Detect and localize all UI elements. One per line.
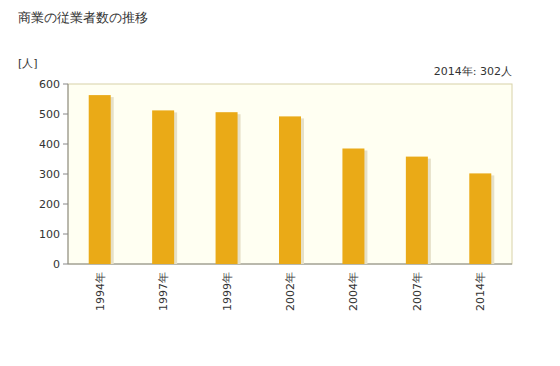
y-axis-label: [人] — [18, 57, 38, 70]
y-tick — [63, 204, 68, 205]
bar — [216, 112, 238, 264]
plot-area — [68, 84, 512, 264]
annotation: 2014年: 302人 — [434, 65, 512, 78]
y-tick — [63, 234, 68, 235]
y-tick-label: 200 — [39, 198, 60, 211]
bar — [279, 116, 301, 264]
x-tick-label: 2002年 — [284, 272, 297, 311]
bar — [469, 173, 491, 264]
y-tick — [63, 144, 68, 145]
y-tick — [63, 264, 68, 265]
y-tick-label: 300 — [39, 168, 60, 181]
x-tick-label: 2014年 — [474, 272, 487, 311]
y-tick-label: 0 — [53, 258, 60, 271]
x-tick-label: 2004年 — [347, 272, 360, 311]
y-tick-label: 400 — [39, 138, 60, 151]
title: 商業の従業者数の推移 — [18, 10, 148, 25]
bar — [89, 95, 111, 264]
y-tick — [63, 84, 68, 85]
x-tick-label: 1999年 — [221, 272, 234, 311]
bars — [89, 95, 495, 264]
y-tick-label: 500 — [39, 108, 60, 121]
x-tick-label: 1997年 — [157, 272, 170, 311]
y-tick — [63, 114, 68, 115]
chart: 商業の従業者数の推移 [人] 2014年: 302人 0 100 200 300 400 500… — [0, 0, 560, 366]
y-tick — [63, 174, 68, 175]
y-axis — [68, 84, 69, 264]
y-tick-label: 600 — [39, 78, 60, 91]
x-tick-label: 1994年 — [94, 272, 107, 311]
bar — [342, 149, 364, 265]
y-tick-label: 100 — [39, 228, 60, 241]
bar — [406, 157, 428, 264]
bar — [152, 110, 174, 264]
x-tick-label: 2007年 — [411, 272, 424, 311]
